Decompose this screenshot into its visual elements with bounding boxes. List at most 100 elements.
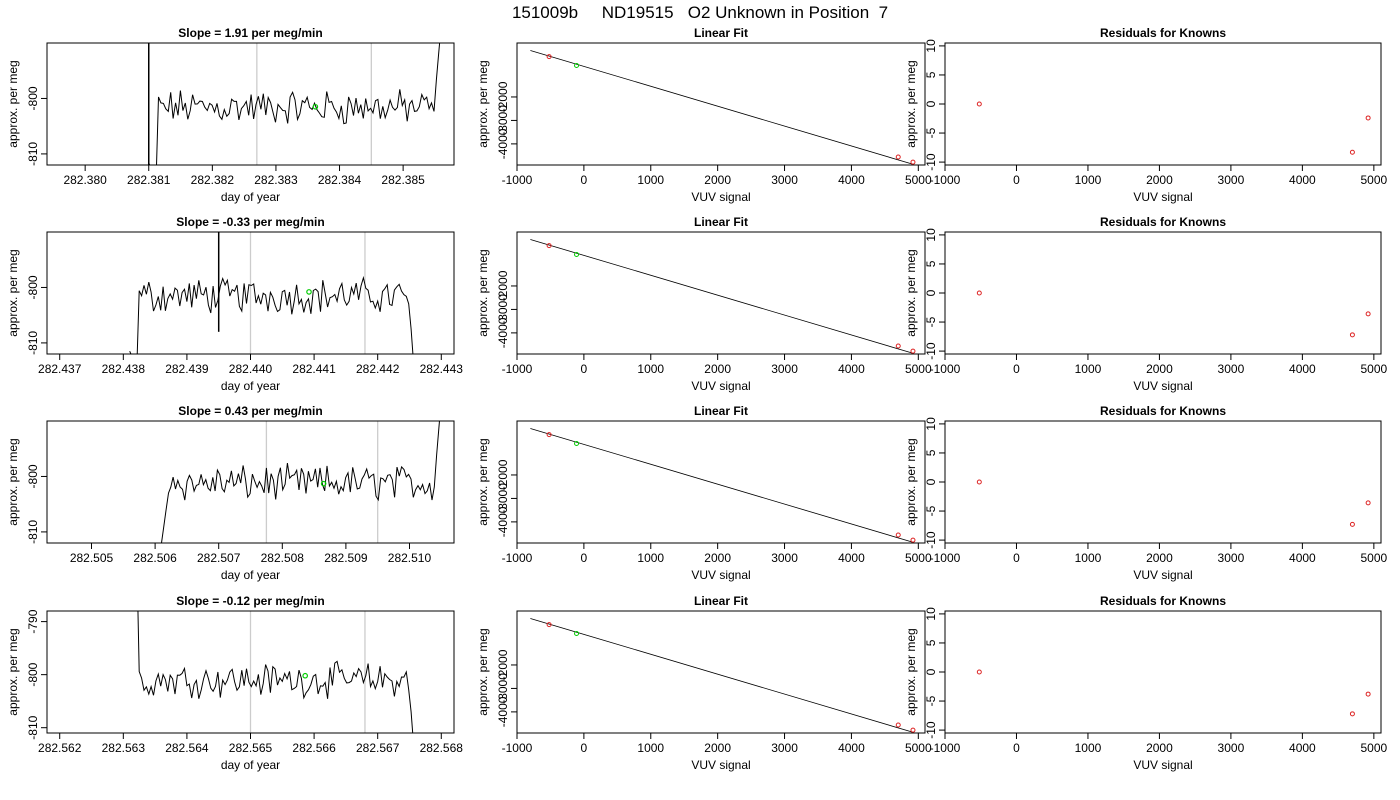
- x-axis-label: VUV signal: [1133, 758, 1192, 772]
- x-axis-label: VUV signal: [1133, 568, 1192, 582]
- residual-point: [1349, 521, 1355, 527]
- y-tick-label: -5: [924, 316, 938, 327]
- x-tick-label: 3000: [1218, 362, 1245, 376]
- y-tick-label: 10: [924, 607, 938, 621]
- y-tick-label: 0: [924, 668, 938, 675]
- x-tick-label: 4000: [838, 551, 865, 565]
- plot-area: [976, 290, 1371, 338]
- x-tick-label: 2000: [704, 551, 731, 565]
- chart-panel-12: Residuals for Knowns -1000 0 1000 2000 3000 40…: [904, 594, 1388, 772]
- y-tick-label: -5: [924, 695, 938, 706]
- x-tick-label: 282.443: [420, 362, 464, 376]
- y-tick-label: -3000: [496, 483, 510, 514]
- x-tick-label: 5000: [905, 362, 932, 376]
- x-tick-label: 3000: [771, 362, 798, 376]
- panel-title: Residuals for Knowns: [1100, 26, 1226, 40]
- x-tick-label: 282.510: [388, 551, 432, 565]
- plot-area: [976, 669, 1371, 717]
- x-tick-label: 282.506: [133, 551, 177, 565]
- chart-panel-4: Slope = -0.33 per meg/min 282.437 282.438 2…: [6, 215, 464, 393]
- residual-point: [1365, 311, 1371, 317]
- known-point: [546, 622, 552, 628]
- chart-panel-8: Linear Fit -1000 0 1000 2000 3000 4000 5000 VUV …: [476, 404, 932, 582]
- panel-title: Residuals for Knowns: [1100, 594, 1226, 608]
- chart-panel-9: Residuals for Knowns -1000 0 1000 2000 3000 40…: [904, 404, 1388, 582]
- x-tick-label: 1000: [1075, 362, 1102, 376]
- x-tick-label: 0: [1013, 173, 1020, 187]
- y-tick-label: -10: [924, 153, 938, 171]
- y-tick-label: -5: [924, 505, 938, 516]
- chart-panel-5: Linear Fit -1000 0 1000 2000 3000 4000 5000 VUV …: [476, 215, 932, 393]
- y-tick-label: -10: [924, 721, 938, 739]
- y-axis-label: approx. per meg: [6, 249, 20, 336]
- plot-area: [161, 421, 440, 543]
- y-tick-label: 10: [924, 228, 938, 242]
- plot-frame: [516, 231, 926, 355]
- chart-panel-6: Residuals for Knowns -1000 0 1000 2000 3000 40…: [904, 215, 1388, 393]
- unknown-point: [574, 631, 580, 637]
- x-tick-label: 3000: [1218, 741, 1245, 755]
- unknown-point: [574, 252, 580, 258]
- y-axis-label: approx. per meg: [6, 438, 20, 525]
- x-tick-label: 5000: [1361, 362, 1388, 376]
- plot-area: [530, 50, 916, 165]
- x-axis-label: VUV signal: [691, 758, 750, 772]
- x-tick-label: 2000: [1146, 551, 1173, 565]
- x-tick-label: 0: [581, 741, 588, 755]
- x-tick-label: 2000: [704, 741, 731, 755]
- series-line: [129, 611, 414, 733]
- x-axis-label: day of year: [221, 758, 280, 772]
- panel-title: Linear Fit: [694, 26, 748, 40]
- unknown-marker: [302, 672, 308, 679]
- y-tick-label: -810: [26, 715, 40, 739]
- x-axis-label: VUV signal: [1133, 379, 1192, 393]
- panel-title: Linear Fit: [694, 215, 748, 229]
- x-tick-label: 2000: [1146, 362, 1173, 376]
- unknown-point: [574, 63, 580, 69]
- y-tick-label: -810: [26, 520, 40, 544]
- y-tick-label: -2000: [496, 649, 510, 680]
- panel-title: Linear Fit: [694, 404, 748, 418]
- chart-panel-11: Linear Fit -1000 0 1000 2000 3000 4000 5000 VUV …: [476, 594, 932, 772]
- x-tick-label: 0: [1013, 741, 1020, 755]
- residual-point: [976, 290, 982, 296]
- plot-area: [976, 101, 1371, 155]
- panel-title: Residuals for Knowns: [1100, 404, 1226, 418]
- x-tick-label: 282.507: [197, 551, 241, 565]
- x-tick-label: 4000: [838, 173, 865, 187]
- residual-point: [1365, 691, 1371, 697]
- chart-panel-2: Linear Fit -1000 0 1000 2000 3000 4000 5000 VUV …: [476, 26, 932, 204]
- x-tick-label: 2000: [1146, 741, 1173, 755]
- known-point: [910, 348, 916, 354]
- x-tick-label: 282.567: [356, 741, 400, 755]
- x-tick-label: 5000: [905, 741, 932, 755]
- x-tick-label: 0: [581, 173, 588, 187]
- x-axis-label: VUV signal: [691, 379, 750, 393]
- x-tick-label: 5000: [1361, 551, 1388, 565]
- x-tick-label: 282.566: [292, 741, 336, 755]
- y-tick-label: -810: [26, 142, 40, 166]
- residual-point: [1349, 711, 1355, 717]
- y-tick-label: 5: [924, 260, 938, 267]
- plot-frame: [944, 231, 1382, 355]
- x-tick-label: 5000: [905, 551, 932, 565]
- x-tick-label: 2000: [1146, 173, 1173, 187]
- known-point: [546, 54, 552, 60]
- residual-point: [1349, 149, 1355, 155]
- chart-panel-1: Slope = 1.91 per meg/min 282.380 282.381 28…: [6, 26, 455, 204]
- x-tick-label: -1000: [502, 551, 533, 565]
- known-point: [546, 432, 552, 438]
- figure-title: 151009b ND19515 O2 Unknown in Position 7: [512, 3, 888, 22]
- x-tick-label: 282.562: [38, 741, 82, 755]
- residual-point: [976, 479, 982, 485]
- x-tick-label: 282.568: [420, 741, 464, 755]
- residual-point: [1365, 500, 1371, 506]
- x-tick-label: 2000: [704, 173, 731, 187]
- chart-panel-3: Residuals for Knowns -1000 0 1000 2000 3000 40…: [904, 26, 1388, 204]
- x-tick-label: 1000: [1075, 551, 1102, 565]
- x-tick-label: 282.438: [102, 362, 146, 376]
- y-tick-label: -4000: [496, 317, 510, 348]
- known-point: [910, 727, 916, 733]
- plot-area: [148, 43, 441, 165]
